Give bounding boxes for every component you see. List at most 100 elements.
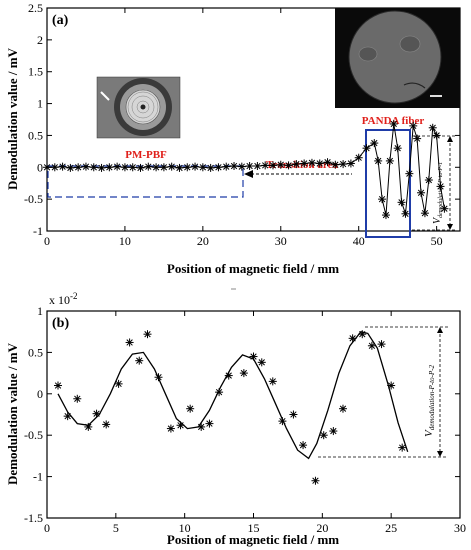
panel-a-ylabel: Demodulation value / mV <box>5 47 20 190</box>
panel-b-point <box>166 424 175 433</box>
panel-b-point <box>176 421 185 430</box>
panel-b-y-tick-label: 0 <box>37 387 43 401</box>
panel-b-point <box>268 377 277 386</box>
panel-a-point <box>362 144 371 153</box>
panel-a-point <box>261 161 270 170</box>
panel-a-point <box>307 158 316 167</box>
panel-b-point <box>348 334 357 343</box>
transition-arrow <box>244 170 352 178</box>
panel-a-point <box>284 161 293 170</box>
panel-b-measured-points <box>54 330 407 485</box>
panel-b-point <box>84 422 93 431</box>
panel-b-point <box>377 340 386 349</box>
panel-a-point <box>409 121 418 130</box>
panel-b-point <box>319 431 328 440</box>
panel-a-point <box>206 163 215 172</box>
panel-a-point <box>245 162 254 171</box>
panel-a-x-tick-label: 20 <box>197 234 209 248</box>
panel-a-point <box>175 163 184 172</box>
panel-a-point <box>389 119 398 128</box>
panel-b-fit-line <box>57 330 409 460</box>
panel-a-point <box>374 156 383 165</box>
panel-a-point <box>346 159 355 168</box>
panda-region-box <box>365 129 411 238</box>
panel-b-x-tick-label: 10 <box>179 521 191 535</box>
panel-a-point <box>159 163 168 172</box>
panel-a-point <box>191 162 200 171</box>
panel-a-series <box>43 119 449 220</box>
panel-b-frame <box>46 310 461 519</box>
panda-fiber-inset <box>335 8 460 108</box>
panel-a-point <box>315 159 324 168</box>
panel-a-y-tick-label: 2.5 <box>28 1 43 15</box>
panel-a-y-tick-label: -0.5 <box>24 192 43 206</box>
panel-a-y-tick-label: 1.5 <box>28 65 43 79</box>
panel-a-point <box>74 163 83 172</box>
panel-a-point <box>152 163 161 172</box>
panel-b-vpp-bracket <box>318 326 448 458</box>
panel-a-point <box>214 163 223 172</box>
panel-a-point <box>105 163 114 172</box>
pm-pbf-region-box <box>47 165 244 198</box>
panel-a-point <box>268 161 277 170</box>
panel-a-point <box>300 159 309 168</box>
panel-b-x-tick-label: 15 <box>248 521 260 535</box>
panel-b-y-tick-label: -1.5 <box>24 511 43 525</box>
panel-b-point <box>398 443 407 452</box>
panel-a-point <box>440 204 449 213</box>
panel-a-point <box>136 163 145 172</box>
panel-b-vpp-label: Vdemodulation-P-to-P-2 <box>423 364 436 437</box>
panel-a-point <box>120 163 129 172</box>
panel-a-y-tick-label: 1 <box>37 97 43 111</box>
panel-a-point <box>43 163 51 172</box>
panel-a-point <box>89 163 98 172</box>
panel-b-point <box>63 412 72 421</box>
panel-a-point <box>424 176 433 185</box>
panel-a-x-tick-label: 50 <box>431 234 443 248</box>
panel-b-point <box>257 358 266 367</box>
panel-b-point <box>329 427 338 436</box>
panel-b-point <box>387 381 396 390</box>
panel-b-point <box>73 394 82 403</box>
panel-b-point <box>311 476 320 485</box>
panel-a-point <box>292 160 301 169</box>
panel-a-y-ticks: -1 -0.5 0 0.5 1 1.5 2 2.5 <box>24 1 460 238</box>
panel-a-x-tick-label: 30 <box>275 234 287 248</box>
panel-b-point <box>102 420 111 429</box>
panel-b-y-tick-label: -0.5 <box>24 428 43 442</box>
panel-a-point <box>401 209 410 218</box>
pm-pbf-inset <box>96 76 181 139</box>
panel-a-point <box>50 163 59 172</box>
panel-a-point <box>397 198 406 207</box>
panel-a-point <box>428 123 437 132</box>
panel-b-point <box>215 388 224 397</box>
pm-pbf-label: PM-PBF <box>125 149 167 161</box>
panel-b-x-tick-label: 5 <box>113 521 119 535</box>
panel-a-point <box>167 162 176 171</box>
panel-b-point <box>143 330 152 339</box>
panel-b-point <box>125 338 134 347</box>
panel-a-point <box>405 169 414 178</box>
panel-b-scale-label: x 10-2 <box>49 291 78 307</box>
panel-a-point <box>378 195 387 204</box>
panel-b-point <box>114 379 123 388</box>
panel-b-point <box>135 356 144 365</box>
panel-a-point <box>58 162 67 171</box>
panel-a-x-ticks: 0 10 20 30 40 50 <box>44 8 443 248</box>
panel-a-x-tick-label: 40 <box>353 234 365 248</box>
panel-a-point <box>354 153 363 162</box>
panel-a-point <box>183 163 192 172</box>
panel-a-y-tick-label: 0 <box>37 160 43 174</box>
panel-a-xlabel: Position of magnetic field / mm <box>167 261 339 276</box>
panel-a-point <box>276 160 285 169</box>
panel-a-point <box>237 162 246 171</box>
panel-a-point <box>436 182 445 191</box>
panel-b-point <box>186 404 195 413</box>
panel-b-point <box>205 419 214 428</box>
panel-a-point <box>432 131 441 140</box>
panel-b-y-tick-label: 0.5 <box>28 345 43 359</box>
panel-a-vpp-bracket <box>412 135 457 231</box>
panel-a-point <box>381 211 390 220</box>
panel-a-point <box>253 162 262 171</box>
